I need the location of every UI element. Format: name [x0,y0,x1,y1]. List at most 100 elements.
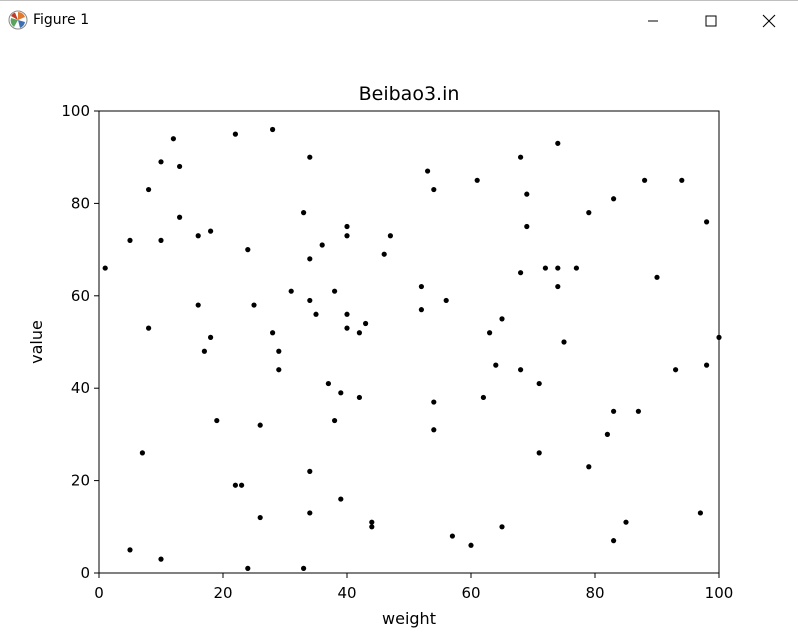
data-point [307,256,313,262]
data-point [586,464,592,470]
data-point [232,482,238,488]
data-point [369,519,375,525]
data-point [195,233,201,239]
x-tick-label: 0 [94,584,104,602]
data-point [208,334,214,340]
data-point [542,265,549,271]
data-point [102,265,108,271]
data-point [499,316,505,322]
matplotlib-icon [8,10,28,30]
x-tick-label: 40 [337,584,356,602]
data-point [158,556,164,562]
minimize-icon [648,20,658,22]
data-point [363,320,369,327]
data-point [232,131,238,137]
data-point [704,362,710,368]
data-point [611,196,617,202]
x-tick-label: 20 [213,584,232,602]
data-point [387,233,393,239]
data-point [245,565,251,571]
data-point [635,408,642,414]
data-point [146,186,152,193]
y-tick-label: 80 [71,194,90,212]
data-point [344,233,350,239]
data-point [431,399,437,405]
data-point [344,311,350,317]
data-point [325,380,331,387]
data-point [518,154,524,160]
data-point [332,288,338,294]
data-point [381,251,387,257]
y-tick-label: 0 [80,564,90,582]
data-point [139,450,145,456]
data-point [499,524,505,530]
plot-frame [98,110,720,574]
y-axis: 0 20 40 60 80 100 [61,102,99,582]
data-point [654,274,660,280]
minimize-button[interactable] [624,1,682,41]
data-point [356,394,362,401]
x-axis: 0 20 40 60 80 100 [94,573,733,602]
data-point [524,191,530,197]
data-point [555,140,561,146]
scatter-points [102,126,722,571]
data-point [536,380,542,387]
window-title: Figure 1 [33,12,90,28]
data-point [313,311,319,317]
y-axis-label: value [27,320,46,364]
data-point [201,348,207,354]
data-point [697,510,704,516]
scatter-chart: Beibao3.in 0 20 40 60 80 100 0 20 40 60 80 100 wei… [27,83,733,628]
data-point [146,325,152,331]
data-point [344,325,350,331]
x-tick-label: 100 [705,584,734,602]
data-point [586,210,592,216]
data-point [487,330,493,336]
data-point [270,330,276,336]
data-point [431,186,437,193]
y-tick-label: 60 [71,287,90,305]
data-point [536,450,542,456]
maximize-button[interactable] [682,1,740,41]
y-tick-label: 40 [71,379,90,397]
data-point [555,283,561,290]
data-point [679,177,685,183]
data-point [369,524,375,530]
data-point [561,339,567,345]
data-point [177,214,183,220]
data-point [468,542,474,548]
data-point [524,223,530,230]
data-point [418,307,424,313]
data-point [257,514,263,521]
x-tick-label: 60 [461,584,480,602]
data-point [623,519,629,525]
data-point [518,270,524,276]
data-point [177,163,183,170]
data-point [332,417,338,424]
data-point [307,510,313,516]
data-point [604,431,611,437]
data-point [518,367,524,373]
data-point [573,265,580,271]
data-point [127,237,133,243]
x-tick-label: 80 [585,584,604,602]
data-point [642,177,648,183]
data-point [344,223,350,230]
data-point [158,237,164,243]
window-titlebar[interactable]: Figure 1 [0,0,798,40]
data-point [611,408,617,414]
close-button[interactable] [740,1,798,41]
data-point [704,219,710,225]
data-point [208,228,214,234]
y-tick-label: 20 [71,472,90,490]
data-point [239,482,245,488]
figure-canvas: Beibao3.in 0 20 40 60 80 100 0 20 40 60 80 100 wei… [0,40,798,634]
data-point [288,288,294,294]
data-point [127,547,133,553]
data-point [338,496,344,502]
data-point [673,367,679,373]
data-point [443,297,449,304]
data-point [307,154,313,160]
data-point [257,422,263,428]
data-point [611,538,617,544]
